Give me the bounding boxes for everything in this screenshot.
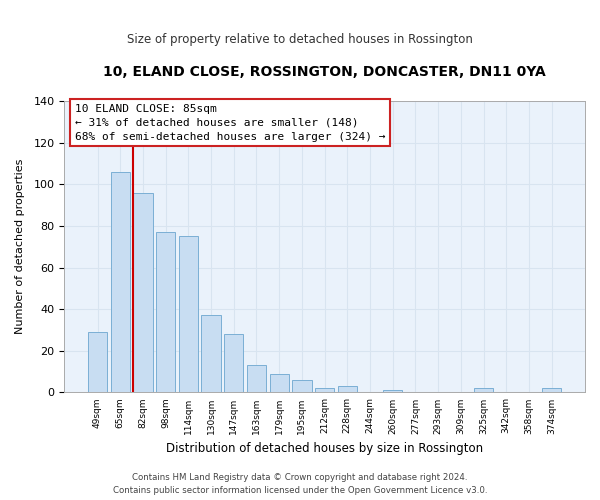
Bar bbox=[315, 388, 334, 392]
Bar bbox=[88, 332, 107, 392]
Bar bbox=[179, 236, 198, 392]
Bar bbox=[110, 172, 130, 392]
Bar bbox=[269, 374, 289, 392]
Y-axis label: Number of detached properties: Number of detached properties bbox=[15, 159, 25, 334]
Bar bbox=[292, 380, 311, 392]
Text: 10 ELAND CLOSE: 85sqm
← 31% of detached houses are smaller (148)
68% of semi-det: 10 ELAND CLOSE: 85sqm ← 31% of detached … bbox=[74, 104, 385, 142]
Title: 10, ELAND CLOSE, ROSSINGTON, DONCASTER, DN11 0YA: 10, ELAND CLOSE, ROSSINGTON, DONCASTER, … bbox=[103, 65, 546, 79]
Bar bbox=[383, 390, 403, 392]
Bar bbox=[202, 316, 221, 392]
Bar bbox=[338, 386, 357, 392]
Bar bbox=[247, 366, 266, 392]
Bar bbox=[133, 192, 152, 392]
Bar bbox=[542, 388, 562, 392]
Text: Size of property relative to detached houses in Rossington: Size of property relative to detached ho… bbox=[127, 32, 473, 46]
Bar bbox=[224, 334, 244, 392]
Text: Contains HM Land Registry data © Crown copyright and database right 2024.
Contai: Contains HM Land Registry data © Crown c… bbox=[113, 474, 487, 495]
Bar bbox=[474, 388, 493, 392]
X-axis label: Distribution of detached houses by size in Rossington: Distribution of detached houses by size … bbox=[166, 442, 483, 455]
Bar bbox=[156, 232, 175, 392]
